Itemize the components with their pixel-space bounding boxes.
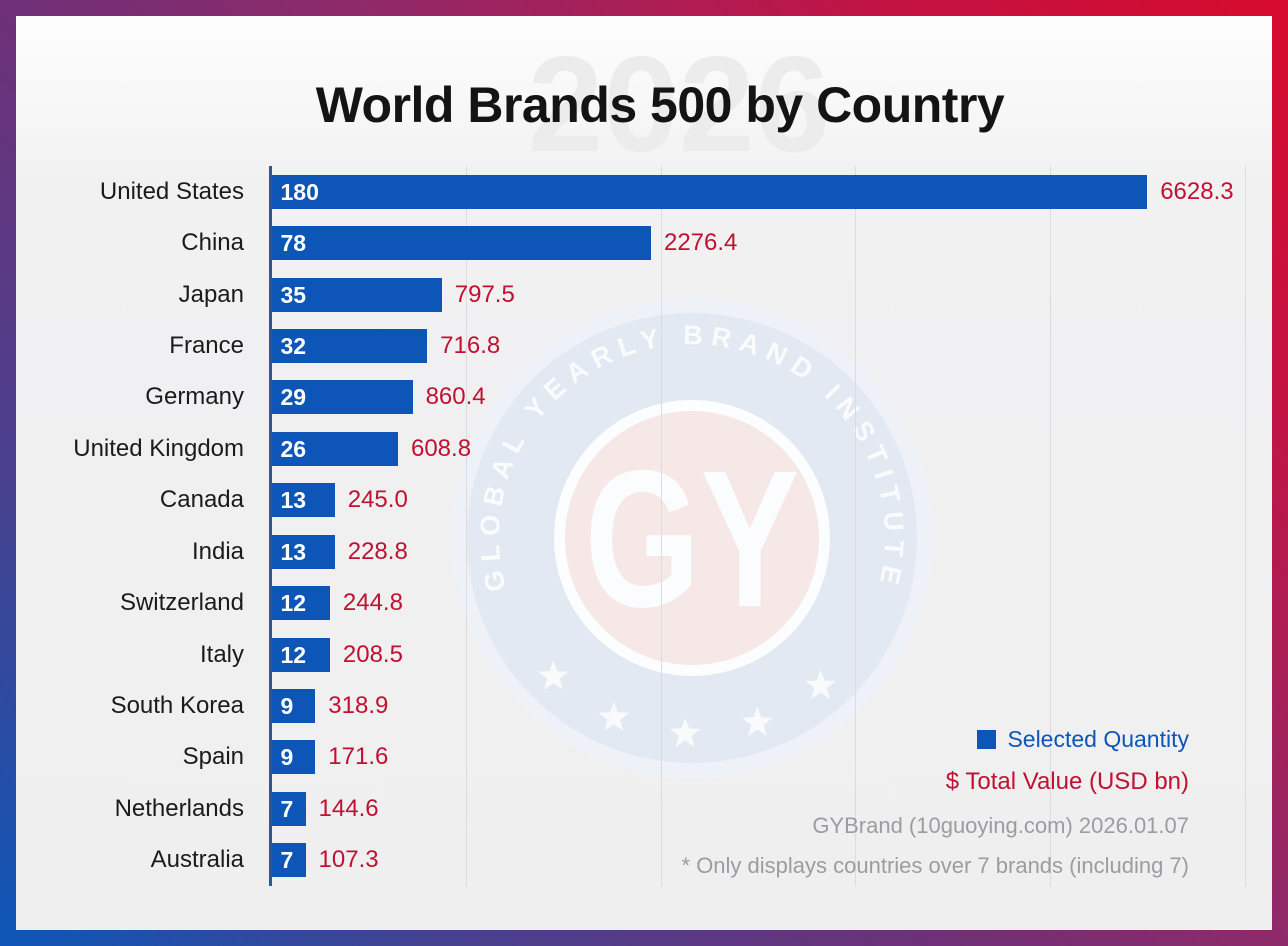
bar-row: Germany 29 860.4 (16, 380, 1272, 415)
quantity-bar: 78 (271, 226, 651, 261)
source-attribution: GYBrand (10guoying.com) 2026.01.07 (812, 813, 1189, 838)
total-value-label: 318.9 (328, 692, 389, 719)
total-value-label: 171.6 (328, 743, 389, 771)
country-label: Canada (159, 486, 244, 514)
quantity-value: 12 (280, 590, 307, 617)
country-label: India (191, 537, 244, 565)
watermark-year: 2026 (527, 28, 831, 180)
quantity-value: 9 (280, 693, 294, 719)
quantity-value: 9 (280, 744, 294, 771)
quantity-value: 13 (280, 487, 307, 514)
quantity-value: 13 (280, 538, 307, 565)
total-value-label: 107.3 (318, 846, 379, 874)
country-label: Spain (182, 743, 244, 771)
total-value-label: 608.8 (410, 434, 472, 462)
country-label: Italy (199, 640, 244, 668)
bar-row: Spain 9 171.6 (16, 740, 1272, 775)
total-value-label: 244.8 (342, 589, 403, 617)
gridline (660, 166, 662, 886)
quantity-bar: 180 (271, 174, 1148, 209)
bar-row: Netherlands 7 144.6 (16, 791, 1272, 826)
quantity-bar: 7 (271, 843, 306, 878)
gridline (1049, 166, 1051, 886)
country-label: Australia (150, 846, 244, 874)
bar-chart: United States 180 6628.3 China 78 2276.4… (16, 16, 1272, 930)
quantity-value: 12 (280, 641, 307, 668)
bar-row: United States 180 6628.3 (16, 174, 1272, 209)
quantity-value: 35 (280, 281, 307, 308)
quantity-value: 180 (280, 178, 319, 205)
quantity-bar: 12 (271, 637, 330, 672)
quantity-value: 78 (280, 230, 307, 257)
bar-row: Australia 7 107.3 (16, 843, 1272, 878)
bar-row: India 13 228.8 (16, 534, 1272, 569)
legend-quantity-label: Selected Quantity (1007, 726, 1189, 752)
total-value-label: 716.8 (440, 331, 501, 359)
bar-row: China 78 2276.4 (16, 226, 1272, 261)
quantity-bar: 12 (271, 586, 330, 621)
total-value-label: 6628.3 (1160, 177, 1234, 205)
total-value-label: 144.6 (318, 794, 379, 822)
bar-row: South Korea 9 318.9 (16, 689, 1272, 723)
quantity-bar: 9 (271, 740, 316, 775)
country-label: France (169, 331, 244, 359)
gridline (1244, 166, 1246, 886)
total-value-label: 2276.4 (663, 229, 738, 257)
country-label: Switzerland (119, 589, 244, 617)
country-label: South Korea (110, 692, 244, 719)
bar-row: United Kingdom 26 608.8 (16, 431, 1272, 466)
bar-row: Canada 13 245.0 (16, 483, 1272, 518)
total-value-label: 797.5 (454, 280, 515, 308)
page-title: World Brands 500 by Country (315, 77, 1005, 133)
seal-monogram: GY (585, 430, 800, 648)
country-label: Germany (145, 383, 244, 411)
chart-panel: 2026 GLOBAL YEARLY BRAND INSTITUTE GY (16, 16, 1272, 930)
legend-value-label: $ Total Value (USD bn) (945, 768, 1189, 795)
country-label: United States (99, 177, 244, 205)
quantity-value: 26 (280, 435, 307, 462)
bar-row: Italy 12 208.5 (16, 637, 1272, 672)
gybrand-seal-watermark: GLOBAL YEARLY BRAND INSTITUTE GY (452, 298, 932, 778)
quantity-bar: 7 (271, 791, 306, 826)
total-value-label: 245.0 (347, 486, 408, 514)
quantity-value: 7 (280, 795, 294, 822)
quantity-bar: 9 (271, 689, 316, 723)
quantity-value: 32 (280, 332, 307, 359)
country-label: China (181, 229, 244, 257)
bar-row: France 32 716.8 (16, 328, 1272, 363)
bar-row: Japan 35 797.5 (16, 277, 1272, 312)
quantity-value: 7 (280, 847, 294, 874)
country-label: United Kingdom (73, 434, 244, 462)
quantity-bar: 13 (271, 534, 335, 569)
total-value-label: 228.8 (347, 537, 408, 565)
quantity-bar: 29 (271, 380, 413, 415)
bar-row: Switzerland 12 244.8 (16, 586, 1272, 621)
legend-quantity: Selected Quantity (977, 727, 1189, 751)
gridline (855, 166, 857, 886)
footnote: * Only displays countries over 7 brands … (681, 853, 1189, 878)
quantity-bar: 32 (271, 328, 428, 363)
total-value-label: 860.4 (425, 383, 486, 411)
quantity-swatch-icon (977, 729, 997, 749)
country-label: Netherlands (114, 794, 244, 822)
quantity-bar: 26 (271, 431, 398, 466)
quantity-value: 29 (280, 384, 307, 411)
quantity-bar: 35 (271, 277, 442, 312)
quantity-bar: 13 (271, 483, 335, 518)
country-label: Japan (178, 280, 244, 308)
total-value-label: 208.5 (342, 640, 403, 668)
seal-inner-circle (565, 411, 819, 665)
y-axis-line (269, 166, 272, 886)
gridline (466, 166, 468, 886)
